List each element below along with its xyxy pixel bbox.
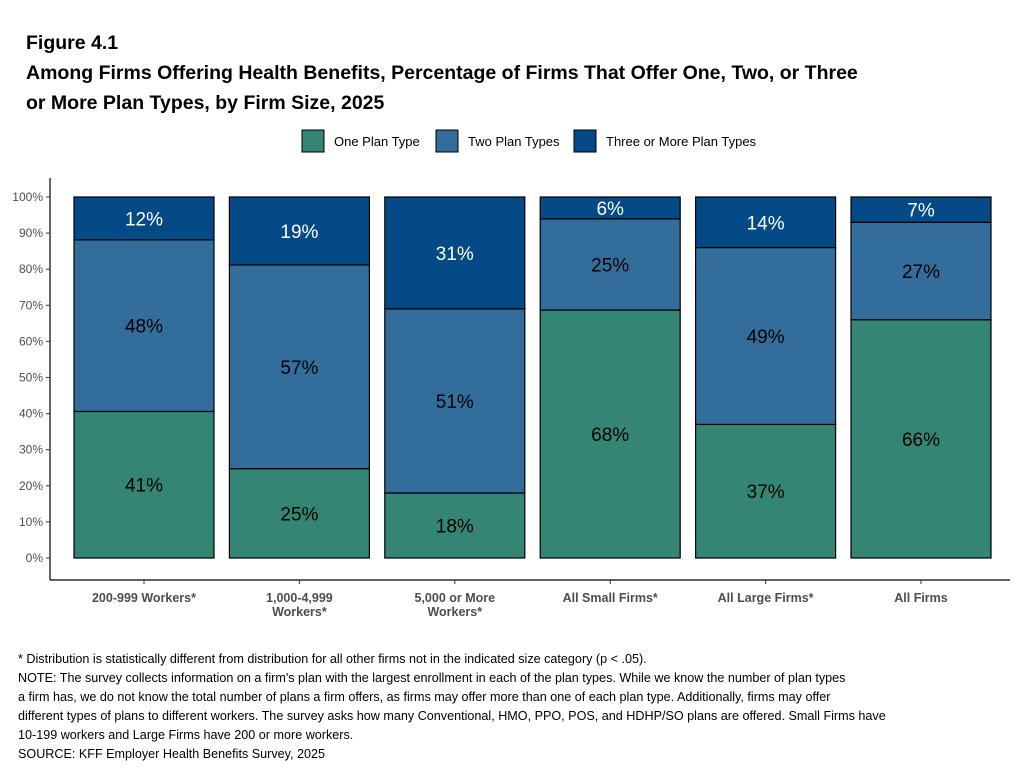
- data-label: 51%: [436, 392, 474, 413]
- bar-segment: [539, 309, 681, 559]
- note-significance: * Distribution is statistically differen…: [18, 652, 647, 666]
- bar-segment: [73, 196, 215, 241]
- legend-swatch: [573, 129, 597, 153]
- data-label: 41%: [125, 476, 163, 497]
- bar-segment: [228, 196, 370, 266]
- bar-segment: [228, 468, 370, 559]
- y-tick-label: 10%: [19, 515, 43, 529]
- note-line: different types of plans to different wo…: [18, 709, 886, 723]
- x-tick-label: All Firms: [894, 591, 948, 605]
- stacked-bar-chart: One Plan Type Two Plan Types Three or More…: [12, 129, 1010, 619]
- x-tick-label: All Large Firms*: [718, 591, 814, 605]
- figure-number: Figure 4.1: [26, 32, 119, 54]
- legend-swatch: [301, 129, 325, 153]
- x-tick-label: 1,000-4,999 Workers*: [266, 591, 333, 619]
- data-label: 68%: [591, 425, 629, 446]
- note-line: a firm has, we do not know the total num…: [18, 690, 831, 704]
- note-line: NOTE: The survey collects information on…: [18, 671, 846, 685]
- data-label: 49%: [747, 327, 785, 348]
- data-label: 25%: [591, 255, 629, 276]
- bar-segment: [384, 492, 526, 559]
- legend-label: Three or More Plan Types: [606, 134, 757, 149]
- data-label: 19%: [280, 222, 318, 243]
- x-tick-label: 200-999 Workers*: [92, 591, 196, 605]
- y-tick-label: 20%: [19, 479, 43, 493]
- chart-title-line-1: Among Firms Offering Health Benefits, Pe…: [26, 62, 858, 84]
- data-label: 57%: [280, 358, 318, 379]
- y-tick-label: 30%: [19, 443, 43, 457]
- data-label: 37%: [747, 482, 785, 503]
- y-tick-label: 50%: [19, 371, 43, 385]
- data-label: 6%: [596, 199, 624, 220]
- bar-segment: [384, 196, 526, 310]
- data-label: 27%: [902, 262, 940, 283]
- chart-title-line-2: or More Plan Types, by Firm Size, 2025: [26, 92, 385, 114]
- y-tick-label: 90%: [19, 226, 43, 240]
- data-label: 14%: [747, 213, 785, 234]
- legend-label: Two Plan Types: [468, 134, 560, 149]
- chart-notes: * Distribution is statistically differen…: [18, 650, 886, 764]
- y-tick-label: 100%: [12, 190, 43, 204]
- data-label: 18%: [436, 517, 474, 538]
- y-tick-label: 0%: [26, 551, 44, 565]
- bar-segment: [539, 196, 681, 220]
- y-tick-label: 80%: [19, 262, 43, 276]
- bar-segment: [694, 423, 837, 559]
- x-tick-label: All Small Firms*: [563, 591, 658, 605]
- data-label: 25%: [280, 504, 318, 525]
- source-line: SOURCE: KFF Employer Health Benefits Sur…: [18, 747, 326, 761]
- x-tick-label: 5,000 or More Workers*: [415, 591, 496, 619]
- data-label: 7%: [907, 201, 935, 222]
- y-tick-label: 40%: [19, 407, 43, 421]
- data-label: 66%: [902, 430, 940, 451]
- legend-label: One Plan Type: [334, 134, 420, 149]
- bar-segment: [850, 196, 992, 223]
- legend-swatch: [435, 129, 459, 153]
- bar-segment: [850, 319, 992, 559]
- data-label: 48%: [125, 317, 163, 338]
- bar-segment: [228, 264, 370, 470]
- bar-segment: [384, 308, 526, 494]
- bar-segment: [694, 246, 837, 426]
- y-tick-label: 70%: [19, 298, 43, 312]
- data-label: 31%: [436, 244, 474, 265]
- data-label: 12%: [125, 209, 163, 230]
- bar-segment: [694, 196, 837, 249]
- note-line: 10-199 workers and Large Firms have 200 …: [18, 728, 354, 742]
- y-tick-label: 60%: [19, 334, 43, 348]
